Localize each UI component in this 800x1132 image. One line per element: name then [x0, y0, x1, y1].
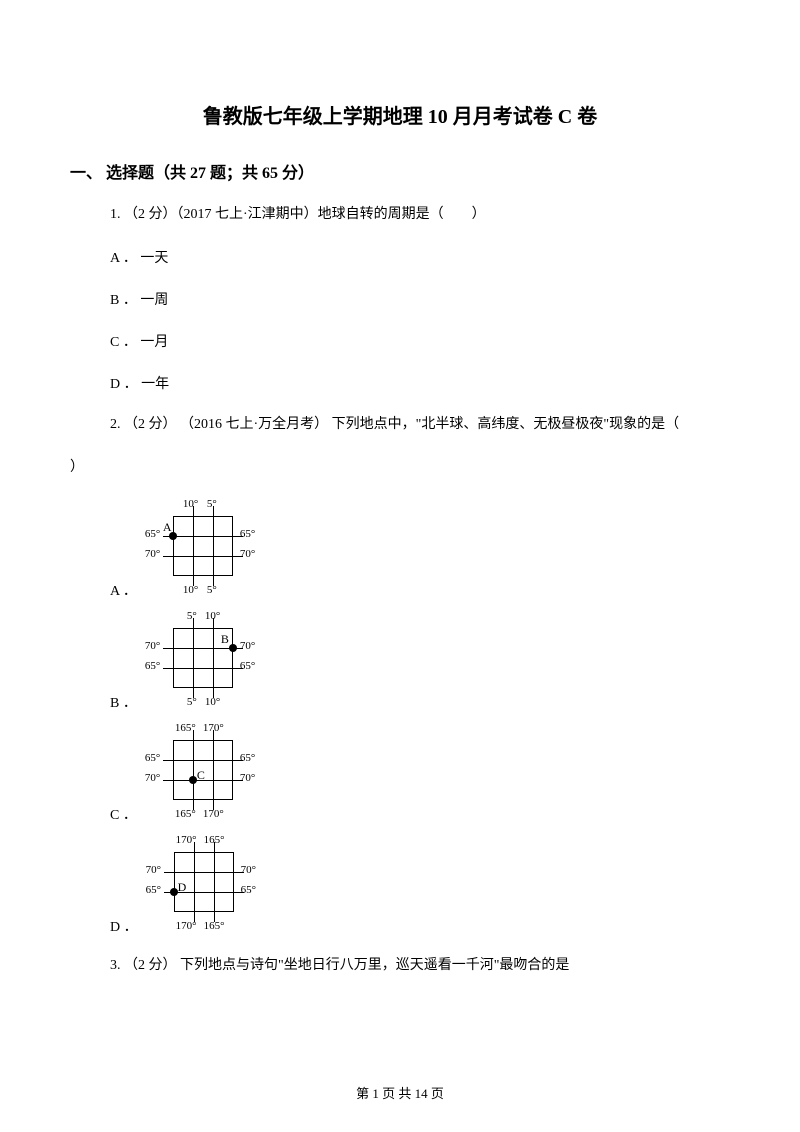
q1-option-c: C ． 一月 — [70, 331, 730, 351]
q1-option-d: D ． 一年 — [70, 373, 730, 393]
q2-option-c: C ． 165° 170° 65° 70° 65° 70° 165° 170° … — [70, 722, 730, 828]
page-title: 鲁教版七年级上学期地理 10 月月考试卷 C 卷 — [70, 100, 730, 129]
q2-option-d: D ． 170° 165° 70° 65° 70° 65° 170° 165° … — [70, 834, 730, 940]
section-header: 一、 选择题（共 27 题；共 65 分） — [70, 159, 730, 183]
q2-option-d-label: D ． — [110, 916, 138, 940]
q2-option-a: A ． 10° 5° 65° 70° 65° 70° 10° 5° A — [70, 498, 730, 604]
q1-option-b: B ． 一周 — [70, 289, 730, 309]
question-3: 3. （2 分） 下列地点与诗句"坐地日行八万里，巡天遥看一千河"最吻合的是 — [70, 956, 730, 976]
q1-option-a: A ． 一天 — [70, 247, 730, 267]
question-2: 2. （2 分） （2016 七上·万全月考） 下列地点中，"北半球、高纬度、无… — [70, 415, 730, 435]
q2-diagram-b: 5° 10° 70° 65° 70° 65° 5° 10° B — [145, 610, 265, 716]
question-2-close: ） — [70, 456, 730, 476]
q2-diagram-d: 170° 165° 70° 65° 70° 65° 170° 165° D — [146, 834, 266, 940]
q2-option-a-label: A ． — [110, 580, 137, 604]
question-1: 1. （2 分）（2017 七上·江津期中）地球自转的周期是（ ） — [70, 205, 730, 225]
q2-diagram-c: 165° 170° 65° 70° 65° 70° 165° 170° C — [145, 722, 265, 828]
q2-option-b-label: B ． — [110, 692, 137, 716]
page-footer: 第 1 页 共 14 页 — [0, 1083, 800, 1102]
q2-diagram-a: 10° 5° 65° 70° 65° 70° 10° 5° A — [145, 498, 265, 604]
q2-option-c-label: C ． — [110, 804, 137, 828]
q2-option-b: B ． 5° 10° 70° 65° 70° 65° 5° 10° B — [70, 610, 730, 716]
